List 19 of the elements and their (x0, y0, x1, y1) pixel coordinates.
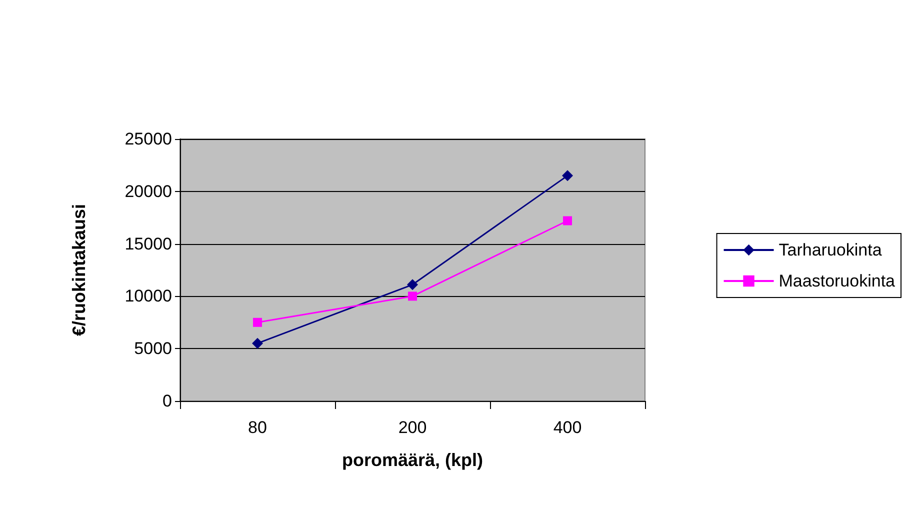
y-tick-label: 0 (162, 392, 172, 410)
y-tick-label: 10000 (124, 286, 172, 306)
y-tick-label: 20000 (124, 182, 172, 201)
x-tick-label: 200 (398, 418, 427, 437)
y-axis-title: €/ruokintakausi (69, 204, 89, 336)
y-tick-label: 5000 (134, 339, 172, 358)
y-tick-label: 25000 (124, 130, 172, 148)
x-axis-title: poromäärä, (kpl) (342, 450, 484, 470)
point (253, 318, 262, 327)
point (408, 292, 417, 301)
x-tick-label: 80 (248, 418, 267, 437)
point (252, 338, 263, 349)
x-tick-label: 400 (553, 418, 582, 437)
legend-label: Maastoruokinta (778, 272, 896, 290)
point (562, 170, 573, 182)
legend-label: Tarharuokinta (778, 240, 882, 260)
point (407, 279, 418, 290)
y-tick-label: 15000 (124, 234, 172, 254)
point (563, 216, 572, 226)
